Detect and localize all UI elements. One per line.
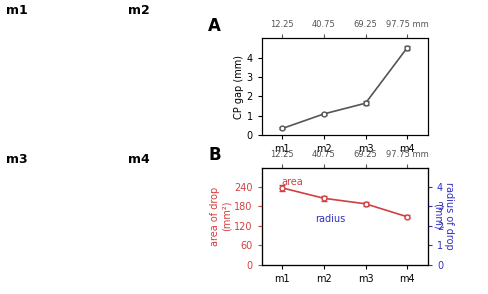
Text: radius: radius [314, 214, 345, 224]
Text: m1: m1 [6, 4, 28, 17]
Text: B: B [208, 146, 221, 164]
Y-axis label: CP gap (mm): CP gap (mm) [233, 55, 243, 119]
Text: m4: m4 [128, 153, 150, 166]
Y-axis label: area of drop
(mm²): area of drop (mm²) [209, 186, 231, 246]
Text: m2: m2 [128, 4, 150, 17]
Text: m3: m3 [6, 153, 27, 166]
Text: A: A [208, 17, 221, 35]
Y-axis label: radius of drop
(mm): radius of drop (mm) [432, 182, 453, 250]
Text: area: area [281, 177, 303, 187]
